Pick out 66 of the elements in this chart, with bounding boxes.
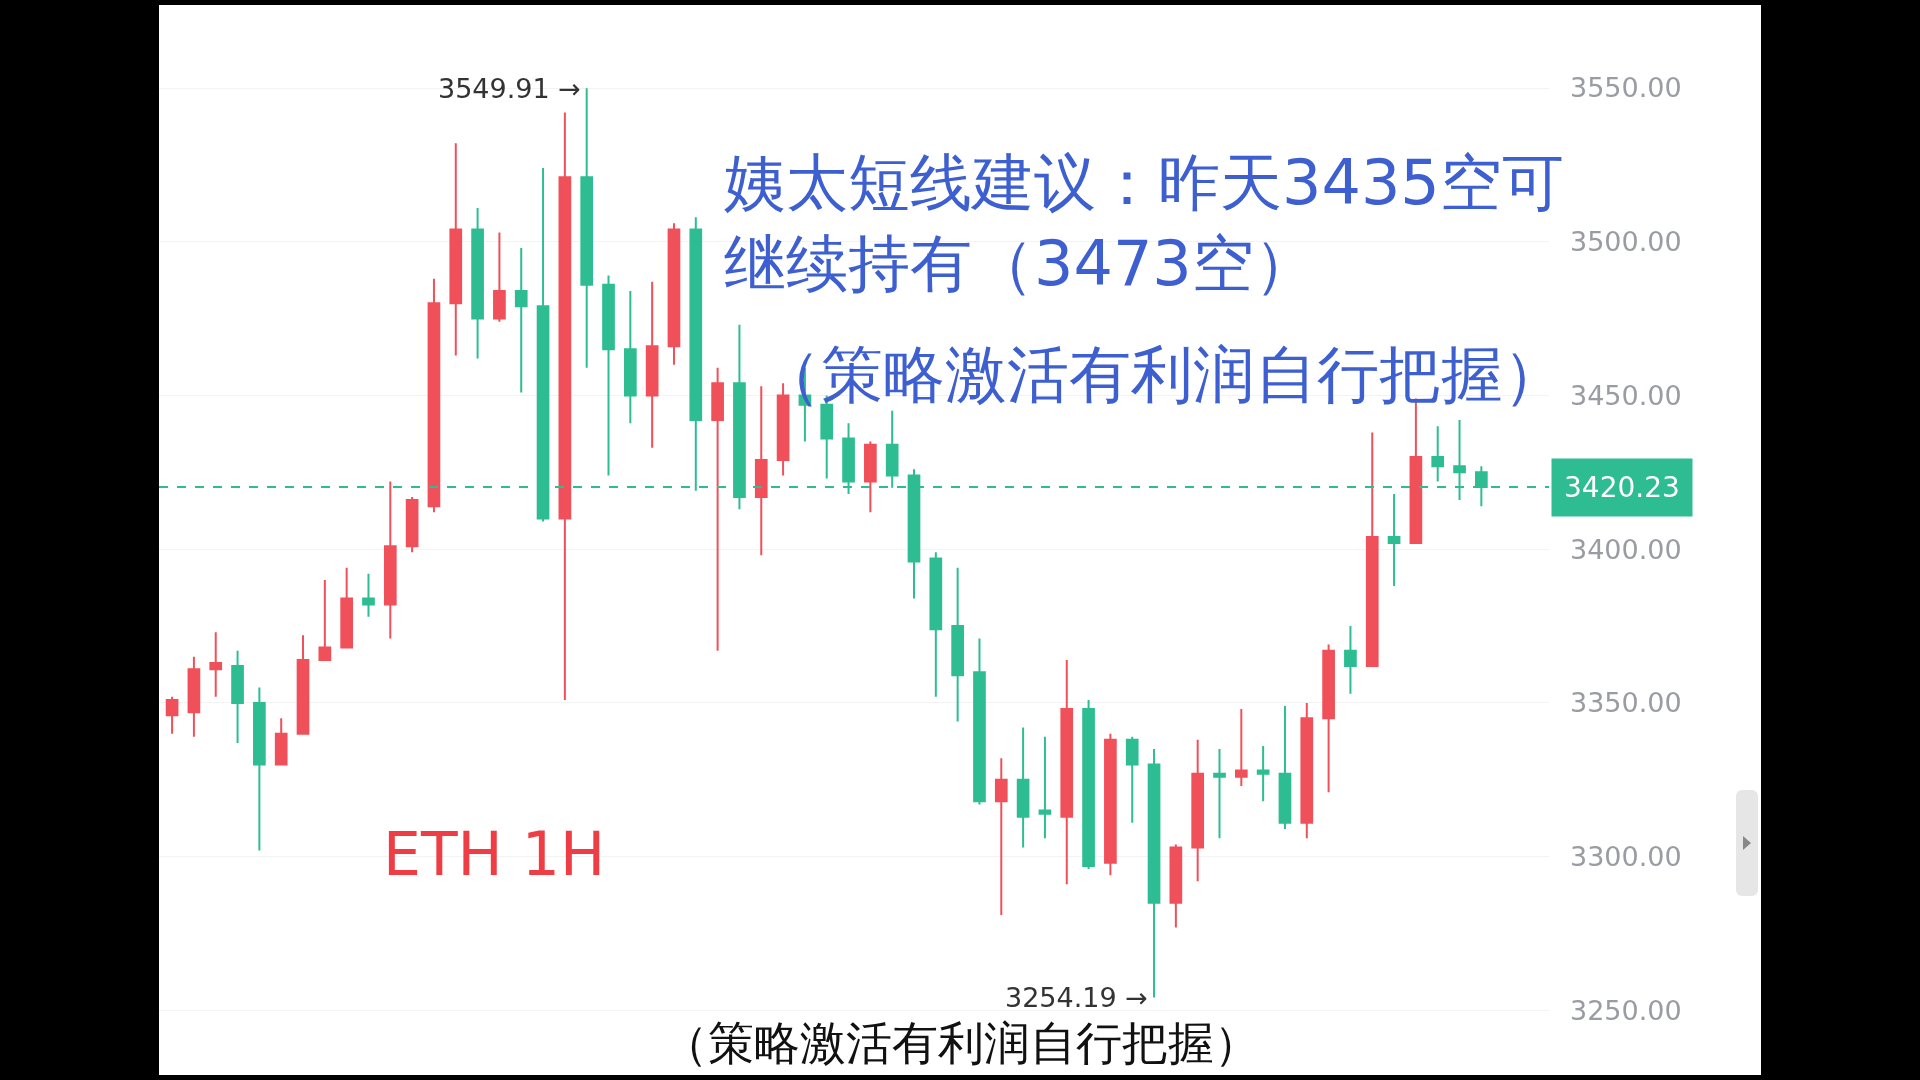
candlestick <box>1082 698 1095 870</box>
y-tick-label: 3500.00 <box>1570 226 1682 258</box>
y-tick-label: 3250.00 <box>1570 994 1682 1026</box>
candlestick <box>558 111 572 701</box>
candlestick <box>1147 748 1161 999</box>
candlestick <box>602 274 615 477</box>
candlestick <box>667 222 681 366</box>
candlestick <box>514 246 528 394</box>
candlestick <box>754 385 768 557</box>
candlestick <box>493 231 506 323</box>
annotation: ETH 1H <box>383 819 606 889</box>
y-tick-label: 3300.00 <box>1570 841 1682 873</box>
annotation: 姨太短线建议：昨天3435空可继续持有（3473空） <box>724 146 1564 300</box>
candlestick <box>1125 735 1139 824</box>
candlestick <box>645 280 659 449</box>
y-tick-label: 3450.00 <box>1570 379 1682 411</box>
candlestick <box>449 142 463 357</box>
candlestick <box>1060 658 1074 886</box>
candlestick <box>1234 708 1248 787</box>
candlestick <box>209 631 223 698</box>
candlestick <box>623 289 637 425</box>
y-tick-label: 3550.00 <box>1570 72 1682 104</box>
candlestick <box>231 649 244 744</box>
candlestick <box>1213 748 1226 840</box>
candlestick <box>274 717 288 766</box>
candlestick <box>296 634 310 735</box>
candlestick <box>1322 643 1335 794</box>
ref-line-label: 3420.23 <box>1564 471 1680 504</box>
candlestick <box>427 277 441 514</box>
candlestick <box>885 409 899 489</box>
candlestick <box>1278 705 1292 831</box>
candlestick <box>405 495 419 554</box>
candlestick <box>1016 726 1030 849</box>
candlestick <box>1365 431 1379 668</box>
candlestick <box>1431 425 1445 483</box>
candlestick <box>253 686 266 852</box>
candlestick <box>165 695 179 735</box>
candlestick <box>1038 735 1052 840</box>
candlestick <box>1169 843 1183 929</box>
candlestick <box>973 637 986 806</box>
y-tick-label: 3400.00 <box>1570 533 1682 565</box>
candlestick <box>1387 492 1401 588</box>
candlestick <box>383 480 397 640</box>
candlestick <box>951 566 964 723</box>
candlestick <box>1300 701 1314 840</box>
y-tick-label: 3350.00 <box>1570 687 1682 719</box>
candlestick <box>711 366 724 652</box>
candlestick <box>776 382 790 477</box>
annotation: 3254.19 → <box>1005 982 1148 1013</box>
candlestick <box>689 216 703 492</box>
candlestick <box>362 572 375 618</box>
candlestick <box>1191 738 1205 883</box>
annotation: （策略激活有利润自行把握） <box>662 1016 1260 1070</box>
candlestick <box>1256 745 1270 803</box>
candlestick <box>864 440 877 514</box>
candlestick <box>318 578 332 661</box>
candlestick <box>1344 625 1357 695</box>
candlestick <box>994 757 1008 917</box>
candlestick <box>187 655 201 738</box>
annotation: （策略激活有利润自行把握） <box>759 338 1565 411</box>
candlestick <box>929 551 943 698</box>
candlestick <box>471 206 484 360</box>
candlestick <box>580 87 594 369</box>
candlestick <box>1104 732 1117 877</box>
annotation: 3549.91 → <box>438 73 581 104</box>
candlestick <box>340 566 354 649</box>
